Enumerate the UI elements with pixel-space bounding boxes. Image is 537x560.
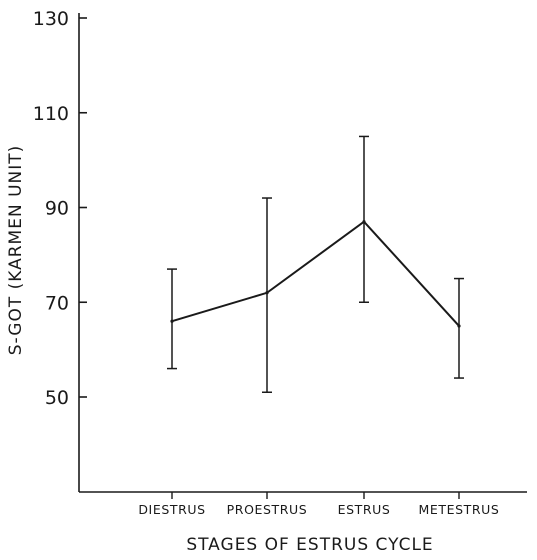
y-tick-label: 50 — [45, 387, 69, 409]
error-bars — [167, 135, 464, 394]
data-point — [457, 324, 461, 328]
data-point — [362, 220, 366, 224]
x-category-label: PROESTRUS — [227, 502, 308, 517]
y-tick-label: 70 — [45, 292, 69, 314]
y-tick-label: 110 — [33, 103, 69, 125]
y-tick-label: 90 — [45, 198, 69, 220]
axes — [78, 13, 527, 493]
y-tick-label: 130 — [33, 8, 69, 30]
x-category-label: METESTRUS — [419, 502, 500, 517]
data-point — [170, 319, 174, 323]
series-line — [171, 220, 460, 327]
data-point — [265, 291, 269, 295]
y-axis-title: S-GOT (KARMEN UNIT) — [6, 145, 26, 356]
x-axis-categories: DIESTRUS PROESTRUS ESTRUS METESTRUS — [138, 492, 499, 517]
x-category-label: ESTRUS — [338, 502, 391, 517]
x-axis-title: STAGES OF ESTRUS CYCLE — [186, 535, 433, 555]
series-group — [170, 220, 461, 328]
x-category-label: DIESTRUS — [138, 502, 205, 517]
y-axis-ticks: 50 70 90 110 130 — [33, 8, 87, 409]
